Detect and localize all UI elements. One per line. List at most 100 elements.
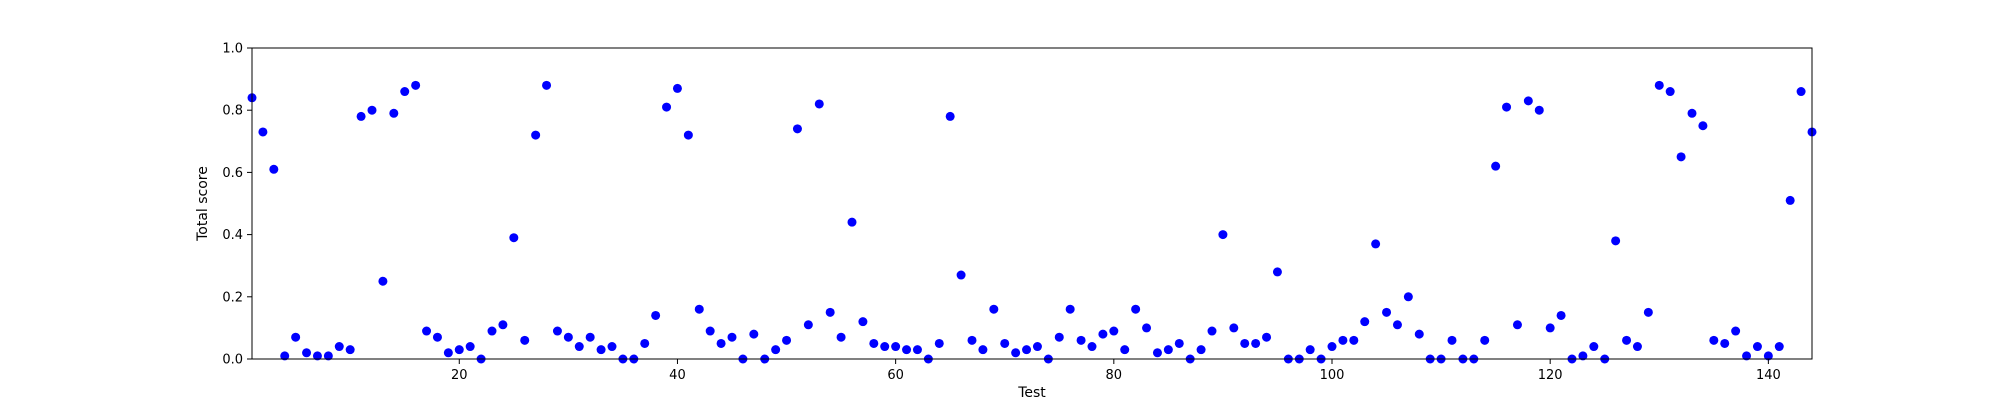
data-point xyxy=(956,270,966,280)
data-point xyxy=(912,345,922,355)
data-point xyxy=(1349,335,1359,345)
data-point xyxy=(520,335,530,345)
data-point xyxy=(411,80,421,90)
data-point xyxy=(552,326,562,336)
data-point xyxy=(869,338,879,348)
data-point xyxy=(1360,317,1370,327)
x-tick-label: 120 xyxy=(1538,368,1563,383)
data-point xyxy=(1229,323,1239,333)
data-point xyxy=(1076,335,1086,345)
data-point xyxy=(443,348,453,358)
data-point xyxy=(1698,121,1708,131)
y-tick-label: 0.8 xyxy=(222,104,243,119)
data-point xyxy=(280,351,290,361)
data-point xyxy=(978,345,988,355)
data-point xyxy=(1676,152,1686,162)
data-point xyxy=(1087,342,1097,352)
data-point xyxy=(1665,87,1675,97)
x-tick-label: 140 xyxy=(1756,368,1781,383)
data-point xyxy=(967,335,977,345)
x-tick-label: 20 xyxy=(451,368,468,383)
data-point xyxy=(1414,329,1424,339)
data-point xyxy=(1752,342,1762,352)
data-point xyxy=(1502,102,1512,112)
data-point xyxy=(1556,310,1566,320)
data-point xyxy=(945,111,955,121)
data-point xyxy=(902,345,912,355)
data-point xyxy=(1512,320,1522,330)
data-point xyxy=(498,320,508,330)
data-point xyxy=(651,310,661,320)
data-point xyxy=(389,108,399,118)
data-point xyxy=(716,338,726,348)
data-point xyxy=(1098,329,1108,339)
data-point xyxy=(258,127,268,137)
data-point xyxy=(749,329,759,339)
data-point xyxy=(1403,292,1413,302)
data-point xyxy=(487,326,497,336)
data-point xyxy=(269,164,279,174)
data-point xyxy=(1142,323,1152,333)
y-tick-label: 0.6 xyxy=(222,166,243,181)
data-point xyxy=(1272,267,1282,277)
data-point xyxy=(705,326,715,336)
y-tick-label: 0.2 xyxy=(222,290,243,305)
data-point xyxy=(1054,332,1064,342)
y-tick-label: 0.0 xyxy=(222,353,243,368)
y-axis-label: Total score xyxy=(195,166,211,242)
data-point xyxy=(1207,326,1217,336)
data-point xyxy=(1218,230,1228,240)
data-point xyxy=(334,342,344,352)
data-point xyxy=(542,80,552,90)
data-point xyxy=(1392,320,1402,330)
data-point xyxy=(531,130,541,140)
data-point xyxy=(563,332,573,342)
data-point xyxy=(312,351,322,361)
data-point xyxy=(1796,87,1806,97)
data-point xyxy=(1011,348,1021,358)
data-point xyxy=(1731,326,1741,336)
data-point xyxy=(509,233,519,243)
data-point xyxy=(1338,335,1348,345)
data-point xyxy=(1622,335,1632,345)
data-point xyxy=(1251,338,1261,348)
data-point xyxy=(1152,348,1162,358)
ticks-layer: 20 40 60 80 100 120 140 0.0 0.2 0.4 0.6 0.8 1.0 xyxy=(222,42,1780,384)
data-point xyxy=(454,345,464,355)
data-point xyxy=(782,335,792,345)
data-point xyxy=(1327,342,1337,352)
data-point xyxy=(672,83,682,93)
data-point xyxy=(1742,351,1752,361)
data-point xyxy=(1687,108,1697,118)
data-point xyxy=(825,307,835,317)
data-point xyxy=(847,217,857,227)
data-point xyxy=(694,304,704,314)
data-point xyxy=(422,326,432,336)
x-tick-label: 60 xyxy=(887,368,904,383)
x-axis-label: Test xyxy=(1017,385,1046,400)
data-point xyxy=(367,105,377,115)
data-point xyxy=(596,345,606,355)
x-tick-label: 80 xyxy=(1106,368,1123,383)
data-point xyxy=(1371,239,1381,249)
data-point xyxy=(803,320,813,330)
data-point xyxy=(1709,335,1719,345)
data-point xyxy=(1654,80,1664,90)
data-point xyxy=(1763,351,1773,361)
data-point xyxy=(1545,323,1555,333)
y-tick-label: 0.4 xyxy=(222,228,243,243)
data-point xyxy=(1305,345,1315,355)
data-point xyxy=(1196,345,1206,355)
data-point xyxy=(1022,345,1032,355)
data-point xyxy=(432,332,442,342)
data-point xyxy=(291,332,301,342)
data-point xyxy=(1174,338,1184,348)
data-point xyxy=(1065,304,1075,314)
data-point xyxy=(1632,342,1642,352)
data-point xyxy=(1523,96,1533,106)
x-tick-label: 100 xyxy=(1320,368,1345,383)
y-tick-label: 1.0 xyxy=(222,42,243,57)
